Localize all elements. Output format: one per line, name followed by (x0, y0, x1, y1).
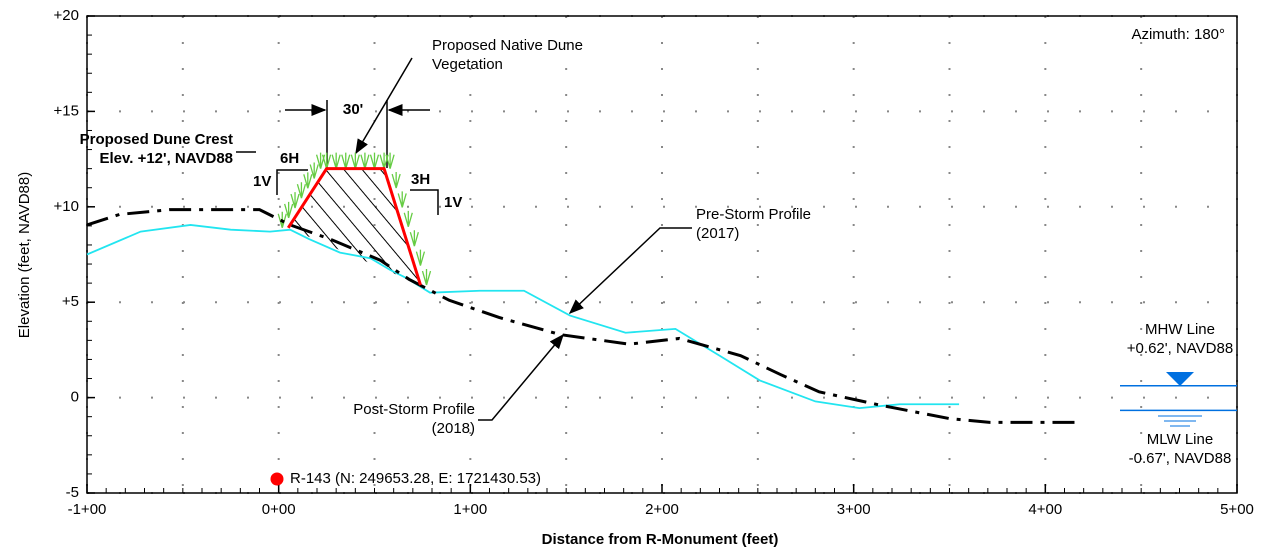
grass (361, 153, 369, 169)
dimension: 30' (343, 100, 363, 119)
reference-label: MHW Line +0.62', NAVD88 (1110, 320, 1250, 358)
reference-value: -0.67', NAVD88 (1129, 450, 1232, 467)
y-tick-label: +15 (54, 102, 79, 119)
series-label: Pre-Storm Profile (2017) (696, 205, 821, 243)
profile-line (87, 225, 959, 408)
grass (410, 230, 418, 246)
x-tick-label: 5+00 (1220, 501, 1254, 518)
monument-marker (271, 473, 284, 486)
annotation: Proposed Dune Crest Elev. +12', NAVD88 (75, 130, 233, 168)
x-tick-label: 0+00 (262, 501, 296, 518)
x-tick-label: 1+00 (453, 501, 487, 518)
y-tick-label: 0 (71, 389, 79, 406)
y-tick-label: +20 (54, 7, 79, 24)
x-tick-label: 3+00 (837, 501, 871, 518)
x-tick-label: -1+00 (68, 501, 107, 518)
grass (332, 153, 340, 169)
azimuth: Azimuth: 180° (1131, 25, 1225, 44)
y-tick-label: -5 (66, 484, 79, 501)
grass (416, 250, 424, 266)
reference-value: +0.62', NAVD88 (1127, 340, 1233, 357)
y-axis-label: Elevation (feet, NAVD88) (16, 172, 33, 338)
monument-label: R-143 (N: 249653.28, E: 1721430.53) (290, 469, 541, 488)
grass (423, 269, 431, 285)
page: -5 0 +5 +10 +15 +20 -1+00 0+00 1+00 2+00 3+00 4+00 5… (0, 0, 1261, 550)
y-tick-label: +10 (54, 198, 79, 215)
slope-label: 3H (411, 170, 430, 189)
profile-line (87, 210, 1080, 423)
chart: -5 0 +5 +10 +15 +20 -1+00 0+00 1+00 2+00 3+00 4+00 5… (0, 0, 1261, 550)
grass (371, 153, 379, 169)
reference-label: MLW Line -0.67', NAVD88 (1110, 430, 1250, 468)
annotation: Proposed Native Dune Vegetation (432, 36, 592, 74)
series-label: Post-Storm Profile (2018) (345, 400, 475, 438)
x-tick-label: 4+00 (1028, 501, 1062, 518)
reference-name: MHW Line (1145, 321, 1215, 338)
slope-label: 6H (280, 149, 299, 168)
grass (392, 172, 400, 188)
reference-name: MLW Line (1147, 431, 1213, 448)
grass (398, 191, 406, 207)
slope-label: 1V (253, 172, 271, 191)
x-axis-label: Distance from R-Monument (feet) (542, 531, 779, 548)
y-tick-label: +5 (62, 293, 79, 310)
grass (404, 211, 412, 227)
grass (342, 153, 350, 169)
grass (323, 153, 331, 169)
grass (351, 153, 359, 169)
x-tick-label: 2+00 (645, 501, 679, 518)
slope-label: 1V (444, 193, 462, 212)
